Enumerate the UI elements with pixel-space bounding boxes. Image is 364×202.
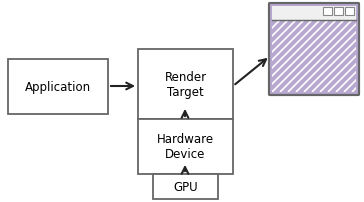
Bar	[272, 21, 356, 93]
Text: GPU: GPU	[173, 180, 198, 193]
Text: Render
Target: Render Target	[165, 71, 206, 99]
FancyBboxPatch shape	[269, 4, 359, 96]
Bar	[8, 60, 108, 115]
Text: Application: Application	[25, 81, 91, 94]
Bar	[153, 174, 218, 199]
Bar	[334, 8, 343, 16]
Text: Hardware
Device: Hardware Device	[157, 133, 214, 161]
Bar	[323, 8, 332, 16]
Bar	[345, 8, 354, 16]
Bar	[138, 119, 233, 174]
Bar	[138, 50, 233, 119]
Bar	[272, 7, 356, 21]
